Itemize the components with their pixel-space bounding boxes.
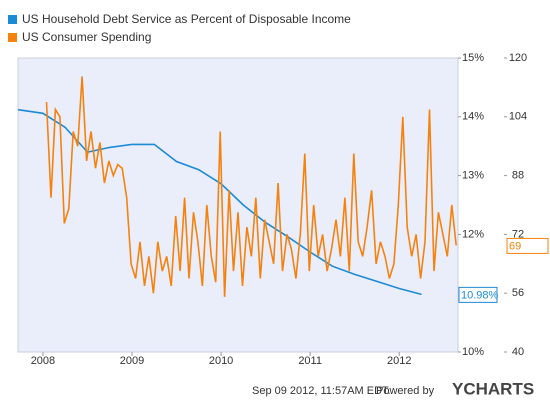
x-tick-label: 2012 — [387, 355, 411, 367]
legend-swatch — [8, 15, 17, 24]
plot-area — [17, 57, 459, 353]
end-label: 10.98% — [461, 289, 499, 301]
y2-tick-label: 40 — [512, 346, 524, 358]
y-tick-label: 15% — [462, 52, 484, 64]
powered-by: Powered by — [376, 385, 435, 397]
series-line — [45, 76, 457, 297]
y2-tick-label: 88 — [512, 170, 524, 182]
legend-label: US Consumer Spending — [22, 30, 151, 44]
y-tick-label: 10% — [462, 346, 484, 358]
legend-label: US Household Debt Service as Percent of … — [22, 12, 351, 26]
brand-logo[interactable]: YCHARTS — [452, 379, 534, 398]
x-tick-label: 2010 — [209, 355, 233, 367]
legend-swatch — [8, 33, 17, 42]
y2-tick-label: 56 — [512, 287, 524, 299]
end-label: 69 — [509, 240, 521, 252]
y2-tick-label: 104 — [509, 111, 527, 123]
y-tick-label: 13% — [462, 170, 484, 182]
x-tick-label: 2011 — [298, 355, 322, 367]
y-tick-label: 14% — [462, 111, 484, 123]
y-tick-label: 12% — [462, 228, 484, 240]
y2-tick-label: 72 — [512, 228, 524, 240]
x-tick-label: 2009 — [120, 355, 144, 367]
end-label-box — [458, 286, 498, 303]
x-tick-label: 2008 — [31, 355, 55, 367]
y2-tick-label: 120 — [509, 52, 527, 64]
end-label-box — [506, 237, 549, 254]
timestamp: Sep 09 2012, 11:57AM EDT. — [252, 385, 391, 397]
